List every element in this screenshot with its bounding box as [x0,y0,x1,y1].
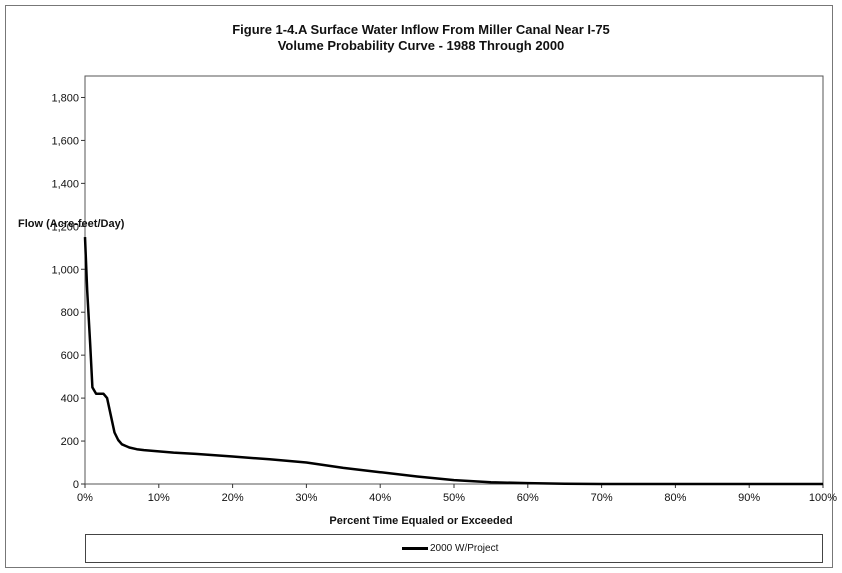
x-tick-label: 50% [443,492,465,504]
y-tick-label: 200 [61,436,79,448]
y-tick-label: 1,000 [51,264,79,276]
series-group [83,237,823,486]
x-tick-label: 70% [591,492,613,504]
legend-label: 2000 W/Project [430,543,499,554]
chart-subtitle: Volume Probability Curve - 1988 Through … [277,38,565,53]
x-tick-label: 30% [295,492,317,504]
x-axis-label: Percent Time Equaled or Exceeded [329,515,513,527]
y-tick-label: 400 [61,393,79,405]
legend-swatch [402,547,428,550]
y-tick-label: 1,600 [51,135,79,147]
x-tick-label: 20% [222,492,244,504]
chart-title: Figure 1-4.A Surface Water Inflow From M… [232,22,610,37]
x-tick-label: 60% [517,492,539,504]
y-tick-label: 0 [73,479,79,491]
x-tick-label: 80% [664,492,686,504]
chart-frame [5,5,833,568]
x-axis: 0% 10% 20% 30% 40% 50% 60% 70% 80% 90% 100% [77,484,837,504]
y-axis-label: Flow (Acre-feet/Day) [18,218,125,230]
y-axis: 0 200 400 600 800 1,000 1,200 1,400 1,600 1,800 [51,92,85,491]
y-tick-label: 1,200 [51,221,79,233]
y-tick-label: 1,400 [51,178,79,190]
plot-area [84,75,824,485]
x-tick-label: 0% [77,492,93,504]
x-tick-label: 10% [148,492,170,504]
x-tick-label: 100% [809,492,837,504]
y-tick-label: 1,800 [51,92,79,104]
legend: 2000 W/Project [85,534,823,563]
y-tick-label: 800 [61,307,79,319]
series-line [83,237,823,486]
y-tick-label: 600 [61,350,79,362]
x-tick-label: 90% [738,492,760,504]
x-tick-label: 40% [369,492,391,504]
legend-item: 2000 W/Project [402,543,498,554]
